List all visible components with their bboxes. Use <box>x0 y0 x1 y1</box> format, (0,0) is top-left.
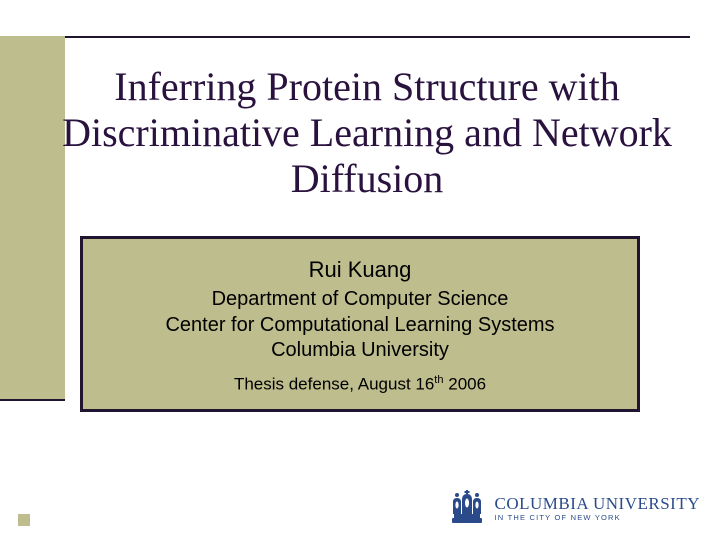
slide-title: Inferring Protein Structure with Discrim… <box>42 64 692 202</box>
university-line: Columbia University <box>103 338 617 364</box>
thesis-line: Thesis defense, August 16th 2006 <box>103 374 617 395</box>
center-line: Center for Computational Learning System… <box>103 313 617 339</box>
thesis-year: 2006 <box>444 374 487 393</box>
author-name: Rui Kuang <box>103 257 617 283</box>
logo-sub-text: IN THE CITY OF NEW YORK <box>495 514 700 522</box>
university-logo: COLUMBIA UNIVERSITY IN THE CITY OF NEW Y… <box>447 490 700 526</box>
thesis-prefix: Thesis defense, August 16 <box>234 374 434 393</box>
author-info-box: Rui Kuang Department of Computer Science… <box>80 236 640 412</box>
top-divider-rule <box>65 36 690 38</box>
logo-main-text: COLUMBIA UNIVERSITY <box>495 495 700 512</box>
crown-icon <box>447 490 487 526</box>
thesis-ordinal: th <box>434 374 443 386</box>
corner-accent-square <box>18 514 30 526</box>
department-line: Department of Computer Science <box>103 287 617 313</box>
logo-text-block: COLUMBIA UNIVERSITY IN THE CITY OF NEW Y… <box>495 495 700 522</box>
bottom-divider-rule <box>0 399 65 401</box>
